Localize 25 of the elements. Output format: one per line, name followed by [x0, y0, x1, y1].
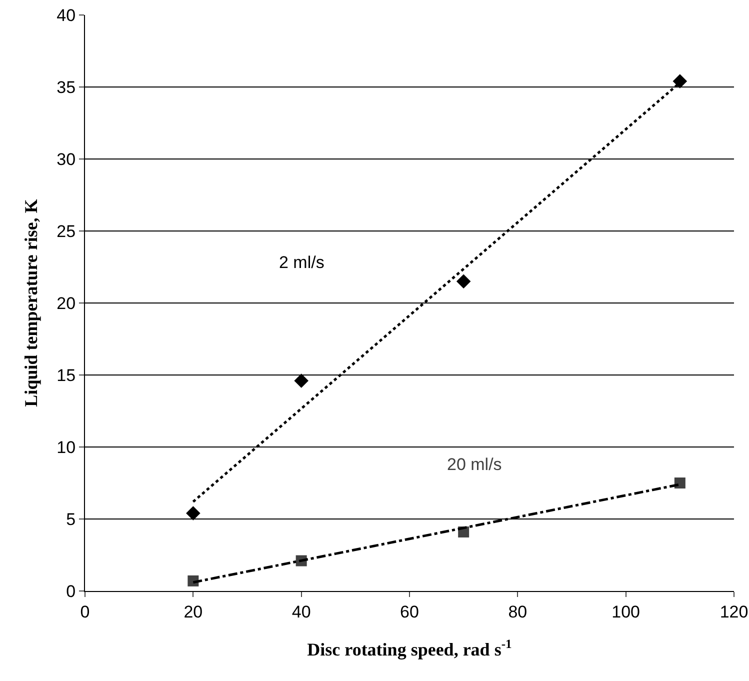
x-tick-label: 100 [612, 602, 640, 622]
x-tick-label: 40 [292, 602, 311, 622]
y-tick-label: 25 [56, 222, 76, 241]
y-tick-label: 20 [56, 294, 76, 313]
x-tick-label: 60 [400, 602, 419, 622]
point [186, 506, 200, 520]
y-tick-label: 5 [66, 510, 76, 529]
x-axis-title: Disc rotating speed, rad s$^{-1}$ [307, 636, 512, 660]
x-tick-label: 0 [80, 602, 90, 622]
x-tick-label: 120 [720, 602, 748, 622]
y-tick-label: 0 [66, 582, 76, 601]
point [294, 374, 308, 388]
text: 20 ml/s [447, 455, 502, 474]
y-tick-label: 10 [56, 438, 76, 457]
y-tick-label: 35 [56, 78, 76, 97]
y-axis-title: Liquid temperature rise, K [20, 199, 41, 407]
text: 2 ml/s [279, 253, 324, 272]
point [456, 274, 471, 289]
point [674, 478, 686, 488]
y-tick-label: 40 [56, 6, 76, 25]
point [672, 74, 688, 88]
x-tick-label: 20 [184, 602, 203, 622]
x-tick-label: 80 [508, 602, 528, 622]
y-tick-label: 30 [56, 150, 76, 169]
y-tick-label: 15 [56, 366, 76, 385]
